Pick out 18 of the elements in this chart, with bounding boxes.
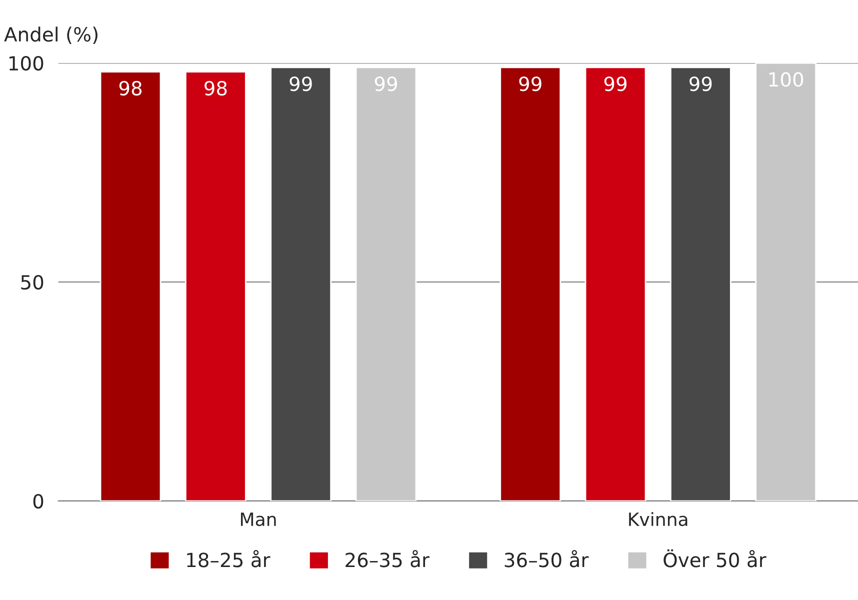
- data-label: 99: [604, 76, 627, 92]
- legend-label: 36–50 år: [504, 550, 589, 568]
- y-tick-label: 0: [33, 494, 44, 509]
- legend-label: 18–25 år: [187, 550, 270, 568]
- x-tick-label: Kvinna: [629, 512, 688, 526]
- legend-label: 26–35 år: [346, 550, 430, 568]
- data-label: 99: [290, 76, 312, 92]
- y-tick-label: 50: [21, 274, 44, 290]
- y-axis-title: Andel (%): [4, 26, 98, 44]
- y-tick-label: 100: [9, 56, 44, 71]
- data-label: 98: [119, 80, 142, 96]
- data-label: 98: [204, 80, 227, 96]
- legend-label: Över 50 år: [664, 549, 766, 568]
- data-label: 99: [519, 76, 542, 92]
- data-label: 99: [374, 76, 398, 92]
- x-tick-label: Man: [240, 512, 276, 526]
- data-label: 99: [690, 76, 712, 92]
- data-label: 100: [769, 72, 804, 87]
